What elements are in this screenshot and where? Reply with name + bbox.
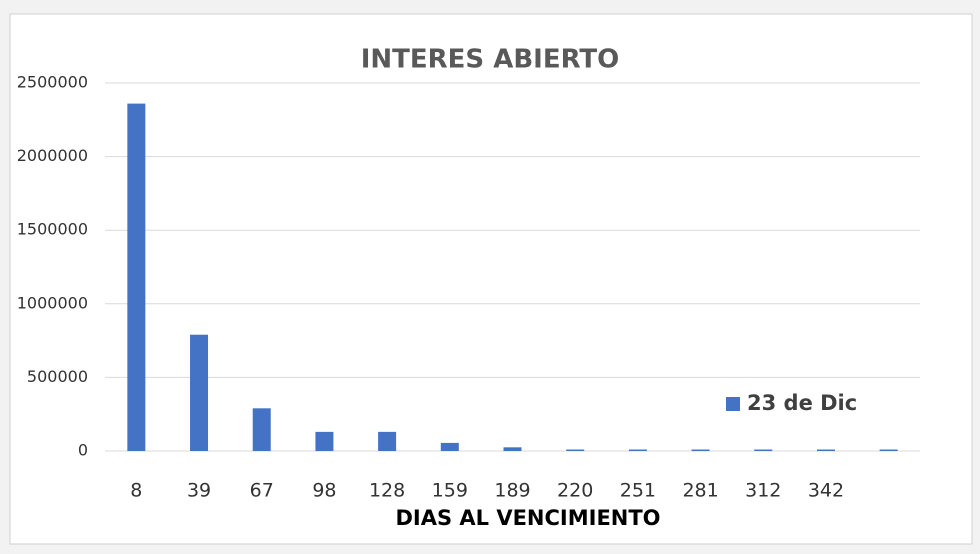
bar xyxy=(190,334,209,451)
x-tick-label: 189 xyxy=(494,480,530,502)
chart-frame xyxy=(9,13,973,545)
bar xyxy=(127,103,146,451)
bar xyxy=(378,431,397,451)
y-tick-label: 2000000 xyxy=(17,146,88,165)
y-tick-label: 500000 xyxy=(27,367,88,386)
x-tick-label: 159 xyxy=(432,480,468,502)
bar xyxy=(816,449,835,451)
bar xyxy=(879,449,898,451)
bar xyxy=(503,447,522,451)
x-tick-label: 39 xyxy=(187,480,211,502)
x-tick-label: 342 xyxy=(808,480,844,502)
x-tick-label: 67 xyxy=(250,480,274,502)
bar xyxy=(691,449,710,451)
legend-swatch xyxy=(726,397,740,411)
bar xyxy=(440,442,459,451)
bar xyxy=(252,408,271,451)
x-tick-label: 220 xyxy=(557,480,593,502)
bar xyxy=(315,431,334,451)
y-tick-label: 0 xyxy=(78,441,88,460)
chart-title: INTERES ABIERTO xyxy=(361,45,620,75)
y-tick-label: 1500000 xyxy=(17,220,88,239)
x-tick-label: 128 xyxy=(369,480,405,502)
legend-label: 23 de Dic xyxy=(747,391,857,415)
x-tick-label: 312 xyxy=(745,480,781,502)
y-tick-label: 1000000 xyxy=(17,293,88,312)
y-tick-label: 2500000 xyxy=(17,73,88,92)
bar xyxy=(566,449,585,451)
x-tick-label: 281 xyxy=(682,480,718,502)
bar xyxy=(754,449,773,451)
x-tick-label: 8 xyxy=(130,480,142,502)
x-axis-title: DIAS AL VENCIMIENTO xyxy=(395,506,660,530)
x-tick-label: 251 xyxy=(620,480,656,502)
x-tick-label: 98 xyxy=(312,480,336,502)
bar xyxy=(628,449,647,451)
